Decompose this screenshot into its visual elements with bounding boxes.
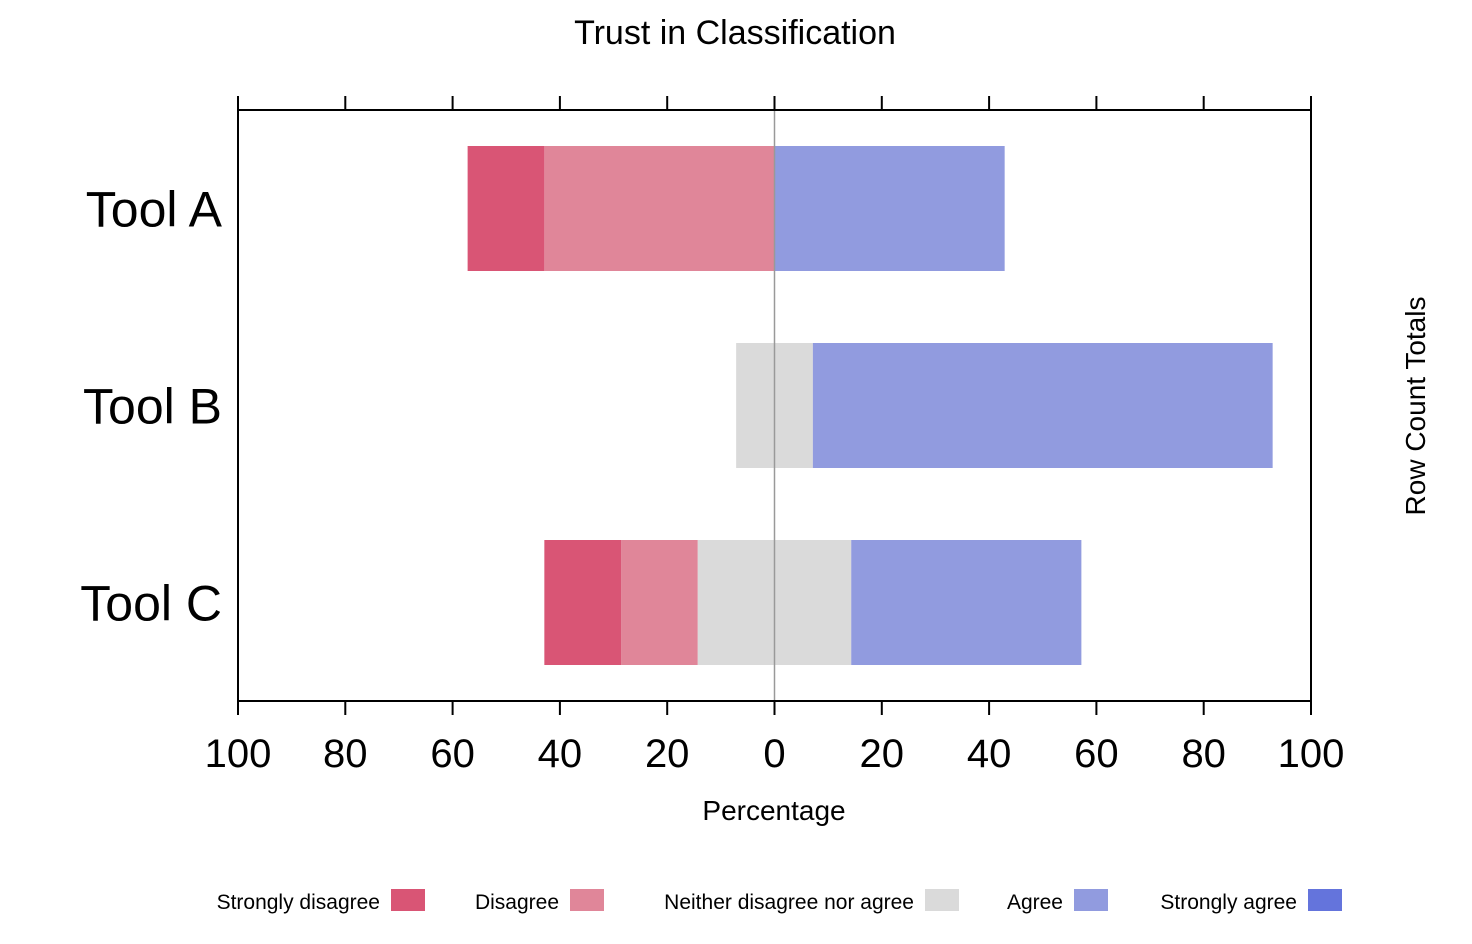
x-tick-label: 80 — [323, 732, 368, 776]
bar-tool-c-agree — [851, 540, 1082, 665]
legend: Strongly disagree Disagree Neither disagre… — [217, 889, 1342, 914]
legend-swatch-strongly-disagree — [391, 889, 425, 911]
bar-tool-b-agree — [812, 343, 1273, 468]
category-labels: Tool A Tool B Tool C — [80, 182, 222, 632]
legend-label-strongly-agree: Strongly agree — [1160, 891, 1297, 914]
x-tick-label: 20 — [645, 732, 690, 776]
legend-label-agree: Agree — [1007, 891, 1063, 914]
x-tick-label: 80 — [1181, 732, 1226, 776]
bar-tool-a-agree — [774, 146, 1005, 271]
x-tick-label: 60 — [430, 732, 475, 776]
legend-swatch-strongly-agree — [1308, 889, 1342, 911]
legend-label-disagree: Disagree — [475, 891, 559, 914]
bar-tool-c-disagree — [621, 540, 698, 665]
x-tick-label: 20 — [860, 732, 905, 776]
legend-swatch-disagree — [570, 889, 604, 911]
category-label-tool-a: Tool A — [86, 182, 223, 238]
bars-layer — [467, 146, 1273, 665]
ticks-layer: 100 80 60 40 20 0 20 40 60 80 100 — [205, 96, 1345, 776]
right-axis-title: Row Count Totals — [1400, 297, 1431, 516]
x-tick-label: 40 — [967, 732, 1012, 776]
bar-tool-c-strongly-disagree — [544, 540, 622, 665]
x-tick-label: 100 — [205, 732, 272, 776]
x-tick-label: 60 — [1074, 732, 1119, 776]
x-tick-label: 100 — [1278, 732, 1345, 776]
legend-label-strongly-disagree: Strongly disagree — [217, 891, 380, 914]
x-tick-label: 0 — [763, 732, 785, 776]
category-label-tool-b: Tool B — [83, 379, 222, 435]
legend-swatch-agree — [1074, 889, 1108, 911]
legend-swatch-neither-disagree-nor-agree — [925, 889, 959, 911]
x-axis-title: Percentage — [702, 795, 845, 826]
x-tick-label: 40 — [538, 732, 583, 776]
legend-label-neither-disagree-nor-agree: Neither disagree nor agree — [664, 891, 914, 914]
bar-tool-a-strongly-disagree — [467, 146, 545, 271]
chart-title: Trust in Classification — [574, 14, 896, 52]
category-label-tool-c: Tool C — [80, 576, 222, 632]
bar-tool-a-disagree — [544, 146, 775, 271]
